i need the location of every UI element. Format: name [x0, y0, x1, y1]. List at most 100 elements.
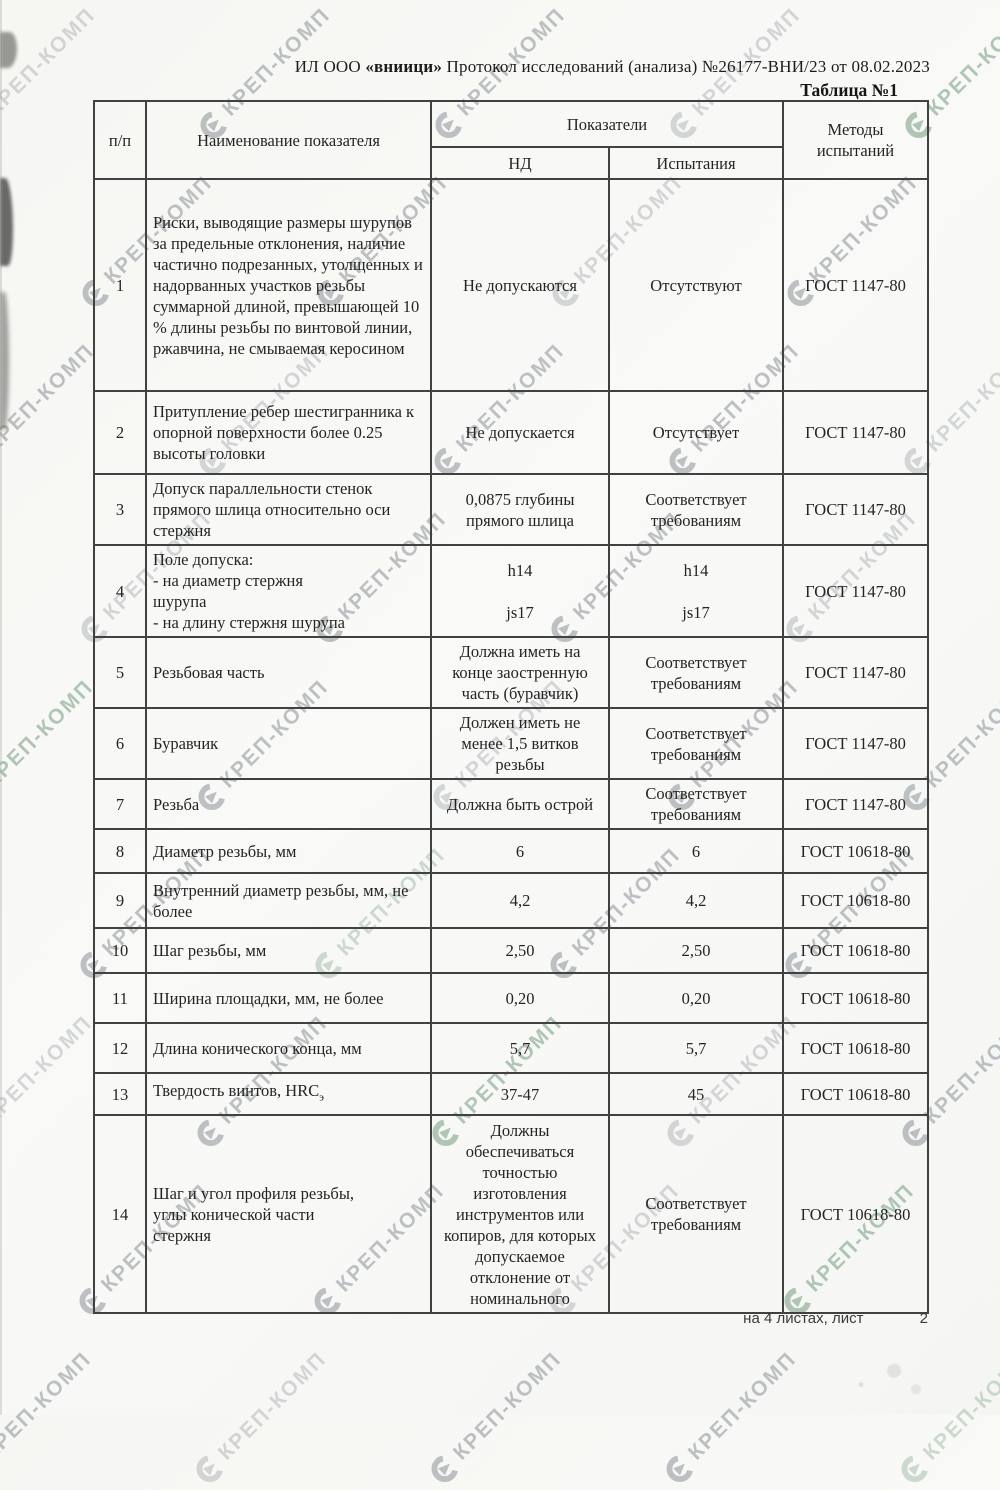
table-row: 12 Длина конического конца, мм 5,7 5,7 ГОСТ … [93, 1022, 929, 1074]
table-body: 1 Риски, выводящие размеры шурупов за пре… [93, 178, 929, 1314]
indicator-name-cell: Шаг и угол профиля резьбы, углы коническ… [145, 1114, 432, 1314]
protocol-header: ИЛ ООО «вниици» Протокол исследований (а… [295, 57, 930, 77]
nd-value-cell: Не допускаются [430, 178, 610, 392]
scan-smudge [0, 292, 9, 430]
test-value-cell: 4,2 [608, 872, 784, 929]
indicator-name: Внутренний диаметр резьбы, мм, не более [153, 880, 409, 921]
row-number-cell: 7 [93, 778, 147, 830]
row-number-cell: 6 [93, 707, 147, 780]
results-table: п/п Наименование показателя Показатели М… [93, 100, 929, 1314]
row-number: 10 [111, 941, 129, 960]
method-value-cell: ГОСТ 10618-80 [782, 927, 929, 974]
indicator-name: Резьбовая часть [153, 663, 265, 682]
watermark-krep-komp: КРЕП-КОМП [0, 674, 99, 818]
indicator-name-cell: Риски, выводящие размеры шурупов за пред… [145, 178, 432, 392]
method-value-cell: ГОСТ 1147-80 [782, 707, 929, 780]
method-value: ГОСТ 1147-80 [805, 423, 906, 442]
krep-komp-logo-icon [901, 1455, 928, 1482]
watermark-text: КРЕП-КОМП [213, 1347, 331, 1465]
row-number-cell: 13 [93, 1072, 147, 1116]
method-value: ГОСТ 1147-80 [805, 500, 906, 519]
method-value: ГОСТ 10618-80 [800, 1204, 911, 1224]
method-value-cell: ГОСТ 1147-80 [782, 473, 929, 546]
nd-value: Не допускается [465, 423, 575, 442]
nd-value-cell: Должны обеспечиваться точностью изготовл… [430, 1114, 610, 1314]
test-value: Отсутствует [652, 423, 740, 442]
protocol-header-prefix: ИЛ ООО [294, 57, 361, 76]
indicator-name-cell: Притупление ребер шестигранника к опорно… [145, 390, 432, 475]
table-row: 2 Притупление ребер шестигранника к опорн… [93, 390, 929, 475]
watermark-text: КРЕП-КОМП [0, 675, 98, 793]
scan-smudge [0, 178, 13, 266]
table-row: 1 Риски, выводящие размеры шурупов за пре… [93, 178, 929, 392]
nd-value-cell: 2,50 [430, 927, 610, 974]
krep-komp-logo-icon [431, 1455, 458, 1482]
hardness-scale-subscript: э [319, 1091, 324, 1104]
test-value: 2,50 [681, 941, 711, 960]
test-value: Соответствует требованиям [645, 489, 747, 530]
row-number-cell: 2 [93, 390, 147, 475]
method-value-cell: ГОСТ 10618-80 [782, 972, 929, 1024]
row-number-cell: 8 [93, 828, 147, 874]
test-value: 5,7 [685, 1038, 707, 1058]
test-value-cell: Отсутствуют [608, 178, 784, 392]
nd-value: 0,0875 глубины прямого шлица [465, 489, 575, 530]
method-value: ГОСТ 10618-80 [800, 941, 911, 960]
row-number-cell: 5 [93, 636, 147, 709]
col-header-num: п/п [93, 100, 147, 180]
table-row: 6 Буравчик Должен иметь не менее 1,5 витко… [93, 707, 929, 780]
col-header-tests: Испытания [608, 146, 784, 180]
method-value: ГОСТ 1147-80 [805, 734, 906, 753]
indicator-name: Ширина площадки, мм, не более [153, 988, 384, 1008]
test-value: Соответствует требованиям [645, 723, 747, 764]
row-number-cell: 3 [93, 473, 147, 546]
indicator-name: Длина конического конца, мм [153, 1038, 362, 1058]
table-row: 10 Шаг резьбы, мм 2,50 2,50 ГОСТ 10618-80 [93, 927, 929, 974]
test-value-cell: Соответствует требованиям [608, 1114, 784, 1314]
test-value-cell: 6 [608, 828, 784, 874]
table-row: 9 Внутренний диаметр резьбы, мм, не более… [93, 872, 929, 929]
protocol-header-org: «вниици» [365, 57, 443, 76]
test-value: 6 [691, 841, 701, 861]
nd-value-cell: 4,2 [430, 872, 610, 929]
nd-value: 5,7 [509, 1038, 531, 1058]
indicator-name-cell: Буравчик [145, 707, 432, 780]
method-value-cell: ГОСТ 1147-80 [782, 544, 929, 638]
krep-komp-logo-icon [196, 1455, 223, 1482]
scan-smudge [0, 32, 17, 68]
nd-value: 4,2 [509, 891, 531, 910]
test-value: 0,20 [681, 988, 711, 1008]
test-value: h14 js17 [682, 560, 710, 622]
indicator-name-cell: Шаг резьбы, мм [145, 927, 432, 974]
method-value-cell: ГОСТ 1147-80 [782, 778, 929, 830]
indicator-name-cell: Резьбовая часть [145, 636, 432, 709]
indicator-name-cell: Диаметр резьбы, мм [145, 828, 432, 874]
watermark-krep-komp: КРЕП-КОМП [658, 1346, 802, 1490]
nd-value-cell: 6 [430, 828, 610, 874]
indicator-name-cell: Ширина площадки, мм, не более [145, 972, 432, 1024]
indicator-name-cell: Резьба [145, 778, 432, 830]
table-row: 7 Резьба Должна быть острой Соответствует т… [93, 778, 929, 830]
method-value-cell: ГОСТ 1147-80 [782, 390, 929, 475]
row-number: 14 [111, 1204, 129, 1224]
watermark-text: КРЕП-КОМП [920, 675, 1000, 793]
row-number-cell: 1 [93, 178, 147, 392]
test-value: Отсутствуют [650, 275, 742, 295]
row-number: 8 [115, 841, 125, 861]
table-header: п/п Наименование показателя Показатели М… [93, 100, 929, 180]
method-value: ГОСТ 10618-80 [800, 988, 911, 1008]
nd-value: 2,50 [505, 941, 535, 960]
watermark-krep-komp: КРЕП-КОМП [0, 1346, 97, 1490]
test-value: Соответствует требованиям [645, 784, 747, 824]
test-value-cell: Соответствует требованиям [608, 707, 784, 780]
method-value: ГОСТ 10618-80 [800, 841, 911, 861]
nd-value-cell: Не допускается [430, 390, 610, 475]
test-value: Соответствует требованиям [645, 1194, 747, 1234]
table-row: 4 Поле допуска: - на диаметр стержня шуру… [93, 544, 929, 638]
watermark-text: КРЕП-КОМП [922, 3, 1000, 121]
method-value: ГОСТ 10618-80 [800, 1038, 911, 1058]
nd-value-cell: 0,0875 глубины прямого шлица [430, 473, 610, 546]
nd-value-cell: h14 js17 [430, 544, 610, 638]
test-value-cell: h14 js17 [608, 544, 784, 638]
nd-value-cell: Должна иметь на конце заостренную часть … [430, 636, 610, 709]
